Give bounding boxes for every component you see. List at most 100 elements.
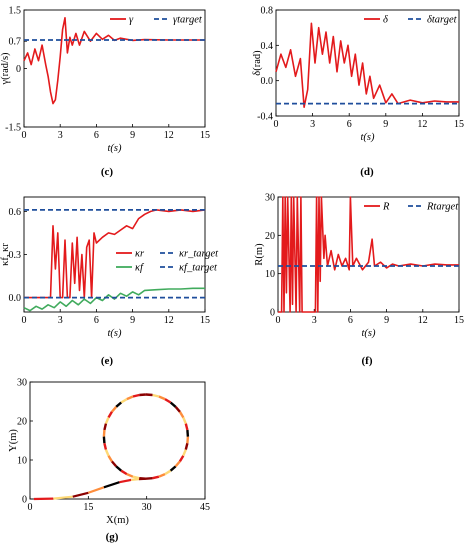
y-tick-label: 0.0	[9, 293, 22, 304]
trajectory-circle-segment	[132, 475, 140, 480]
trajectory-circle-segment	[110, 406, 118, 413]
trajectory-segment	[131, 478, 139, 481]
y-axis-label: Y(m)	[8, 429, 19, 452]
x-axis-label: t(s)	[361, 132, 376, 143]
trajectory-circle-segment	[145, 393, 153, 397]
x-tick-label: 9	[384, 315, 389, 326]
x-tick-label: 9	[383, 119, 388, 130]
y-tick-label: 0.0	[261, 76, 274, 87]
trajectory-segment	[87, 486, 105, 494]
legend-label: δ	[383, 15, 389, 26]
panel-caption: (c)	[101, 166, 114, 178]
trajectory-circle-segment	[107, 455, 113, 463]
x-tick-label: 15	[200, 130, 210, 141]
y-tick-label: 0.7	[9, 37, 22, 48]
panel-caption: (d)	[360, 166, 374, 178]
y-tick-label: 10	[265, 269, 275, 280]
x-tick-label: 12	[164, 315, 174, 326]
trajectory-circle-segment	[139, 477, 146, 480]
panel-caption: (e)	[101, 355, 114, 367]
trajectory-circle-segment	[169, 401, 177, 408]
trajectory-segment	[53, 495, 73, 500]
y-axis-label: κf, κr	[0, 243, 11, 266]
x-tick-label: 3	[58, 315, 63, 326]
y-tick-label: 0.3	[9, 250, 22, 261]
chart-panel-a: 0 3 6 9 12 15-1.500.71.5t(s)γ(rad/s)γ γtarget(…	[0, 6, 210, 179]
trajectory-circle-segment	[104, 449, 110, 457]
x-tick-label: 6	[94, 315, 99, 326]
trajectory-segment	[119, 478, 132, 484]
series-line-1-0	[275, 22, 459, 108]
y-tick-label: 10	[17, 456, 27, 467]
x-axis-label: X(m)	[106, 515, 129, 526]
y-tick-label: 30	[265, 193, 275, 204]
legend-label: κf	[135, 263, 145, 274]
trajectory-circle-segment	[115, 465, 122, 472]
x-tick-label: 0	[22, 315, 27, 326]
trajectory-circle-segment	[152, 393, 160, 398]
panel-caption: (f)	[362, 355, 373, 367]
chart-panel-c: 0 3 6 9 12 15 0.0 0.3 0.6 t(s) κf, κr κr κr_target κf…	[0, 196, 219, 367]
trajectory-circle-segment	[182, 417, 187, 425]
x-tick-label: 0	[28, 502, 33, 513]
legend-label: R	[382, 202, 390, 213]
legend-label: δtarget	[427, 15, 458, 26]
trajectory-circle-segment	[164, 398, 172, 404]
series-line-3-0	[278, 196, 459, 313]
x-tick-label: 12	[164, 130, 174, 141]
x-tick-label: 9	[130, 130, 135, 141]
trajectory-circle-segment	[182, 449, 187, 457]
plot-frame	[277, 196, 460, 313]
trajectory-circle-segment	[178, 411, 185, 419]
x-tick-label: 15	[454, 315, 464, 326]
legend-label: γtarget	[173, 15, 203, 26]
trajectory-circle-segment	[107, 411, 113, 419]
x-tick-label: 15	[200, 315, 210, 326]
y-tick-label: 0	[22, 495, 27, 506]
x-axis-label: t(s)	[362, 328, 377, 339]
trajectory-circle-segment	[164, 469, 172, 476]
series-line-0-0	[23, 16, 205, 105]
trajectory-circle-segment	[102, 436, 106, 444]
trajectory-segment	[72, 491, 89, 498]
trajectory-circle-segment	[184, 423, 189, 431]
x-axis-label: t(s)	[108, 328, 123, 339]
trajectory-circle-segment	[169, 465, 177, 472]
trajectory-circle-segment	[152, 475, 160, 480]
trajectory-circle-segment	[184, 442, 189, 450]
x-axis-label: t(s)	[108, 143, 123, 154]
x-tick-label: 6	[348, 315, 353, 326]
trajectory-circle-segment	[104, 417, 110, 425]
legend-label: κr_target	[179, 249, 219, 260]
y-tick-label: 0.6	[9, 207, 22, 218]
trajectory-circle-segment	[103, 442, 108, 450]
trajectory-circle-segment	[145, 477, 153, 480]
trajectory-circle-segment	[132, 393, 140, 398]
chart-panel-e: 0 15 30 45 0 10 20 30 X(m) Y(m) (g)	[8, 378, 210, 544]
trajectory-circle-segment	[110, 460, 118, 468]
x-tick-label: 0	[22, 130, 27, 141]
trajectory-circle-segment	[186, 429, 190, 437]
x-tick-label: 12	[417, 119, 427, 130]
plot-frame	[29, 381, 206, 500]
y-axis-label: γ(rad/s)	[0, 52, 11, 86]
y-tick-label: -0.4	[257, 112, 273, 123]
panel-caption: (g)	[106, 531, 119, 543]
trajectory-circle-segment	[103, 423, 108, 431]
trajectory-circle-segment	[115, 401, 122, 408]
x-tick-label: 0	[276, 315, 281, 326]
trajectory-circle-segment	[174, 406, 181, 413]
y-axis-label: δ(rad)	[252, 50, 263, 76]
trajectory-circle-segment	[186, 436, 190, 444]
x-tick-label: 15	[454, 119, 464, 130]
trajectory-circle-segment	[126, 472, 134, 478]
chart-panel-d: 0 3 6 9 12 15 0 10 20 30 t(s) R(m) R Rtarget (f)	[254, 193, 464, 368]
y-tick-label: -1.5	[5, 123, 21, 134]
trajectory-circle-segment	[158, 395, 166, 401]
series-line-2-2	[23, 287, 205, 312]
y-tick-label: 20	[17, 417, 27, 428]
y-tick-label: 0.4	[261, 41, 274, 52]
x-tick-label: 45	[200, 502, 210, 513]
trajectory-circle-segment	[120, 398, 128, 404]
